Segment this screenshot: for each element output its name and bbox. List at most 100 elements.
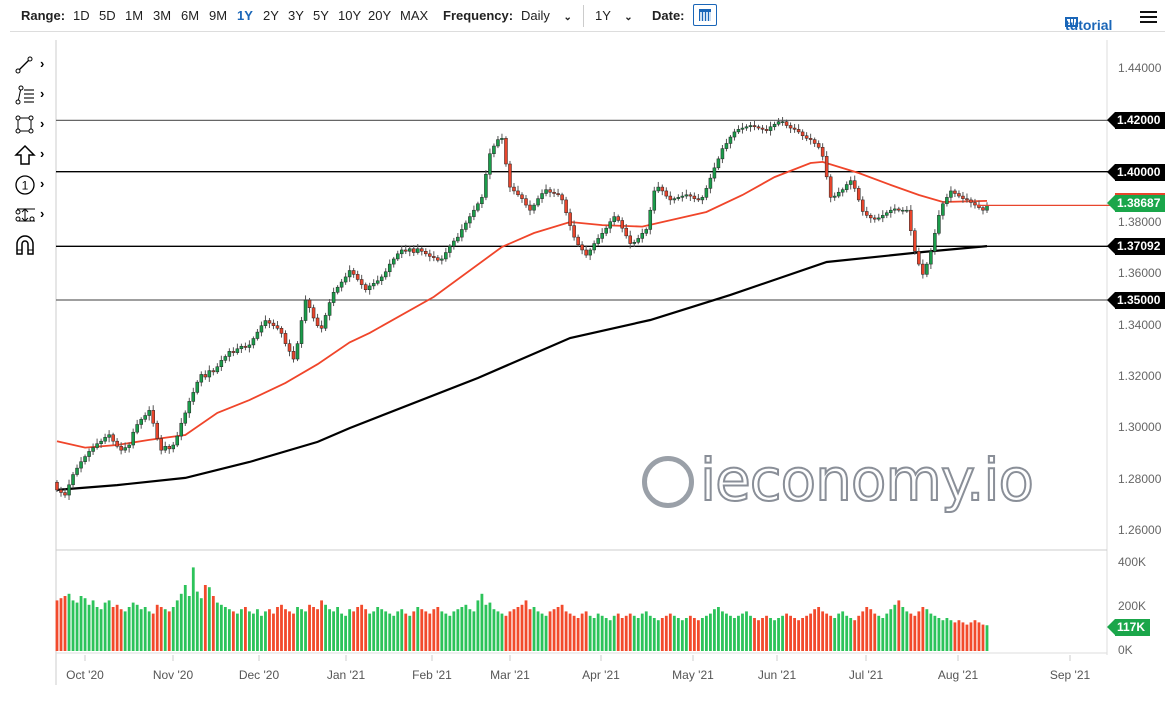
- fibonacci-tool[interactable]: ›: [14, 84, 54, 106]
- candle-body: [59, 489, 63, 493]
- arrow-tool[interactable]: ›: [14, 144, 54, 166]
- candle-body: [540, 193, 544, 199]
- line-tool[interactable]: ›: [14, 54, 54, 76]
- candle-body: [864, 211, 869, 216]
- candle-body: [223, 356, 228, 361]
- magnet-icon: [16, 235, 34, 255]
- range-1y[interactable]: 1Y: [237, 8, 253, 23]
- candle-body: [191, 392, 196, 402]
- fibonacci-tool-icon: [15, 85, 34, 105]
- candle-body: [961, 195, 965, 199]
- candle-body: [848, 180, 853, 185]
- candle-body: [428, 253, 432, 257]
- candle-body: [877, 217, 881, 220]
- volume-bar: [496, 611, 500, 651]
- range-6m[interactable]: 6M: [181, 8, 200, 23]
- candle-body: [808, 138, 813, 140]
- rectangle-tool[interactable]: ›: [14, 114, 54, 136]
- candle-body: [496, 139, 500, 147]
- candle-body: [87, 451, 91, 457]
- candle-body: [945, 197, 949, 205]
- range-2y[interactable]: 2Y: [263, 8, 279, 23]
- candle-body: [612, 216, 616, 222]
- volume-bar: [745, 611, 748, 651]
- candle-body: [375, 280, 380, 284]
- range-3m[interactable]: 3M: [153, 8, 172, 23]
- candle-body: [95, 443, 99, 448]
- range-3y[interactable]: 3Y: [288, 8, 304, 23]
- range-10y[interactable]: 10Y: [338, 8, 362, 23]
- volume-bar: [67, 593, 71, 651]
- volume-bar: [901, 607, 905, 651]
- candle-body: [536, 198, 540, 206]
- candle-body: [836, 191, 841, 197]
- volume-bar: [416, 607, 420, 651]
- range-1m[interactable]: 1M: [125, 8, 144, 23]
- marker-tool[interactable]: 1 ›: [14, 174, 54, 196]
- y-tick-label: 1.38000: [1118, 215, 1162, 230]
- candle-body: [804, 135, 809, 139]
- period-dropdown[interactable]: 1Y ⌄: [595, 8, 633, 23]
- volume-bar: [87, 604, 91, 651]
- magnet-tool[interactable]: [14, 234, 54, 256]
- volume-bar: [700, 618, 704, 651]
- volume-bar: [207, 587, 211, 651]
- candle-body: [528, 204, 532, 211]
- range-1d[interactable]: 1D: [73, 8, 90, 23]
- candle-body: [684, 194, 689, 197]
- volume-bar: [376, 607, 380, 651]
- candle-body: [367, 285, 372, 290]
- volume-bar: [352, 611, 356, 651]
- candle-body: [816, 143, 821, 148]
- candle-body: [828, 176, 833, 198]
- volume-bar: [725, 613, 728, 651]
- candle-body: [885, 212, 889, 216]
- volume-bar: [680, 620, 684, 651]
- candle-body: [957, 193, 961, 197]
- volume-bar: [853, 620, 857, 651]
- volume-bar: [119, 609, 123, 651]
- candle-body: [327, 302, 332, 316]
- candle-body: [913, 230, 917, 252]
- volume-bar: [769, 618, 772, 651]
- range-5y[interactable]: 5Y: [313, 8, 329, 23]
- candle-body: [452, 240, 456, 247]
- date-picker-button[interactable]: [693, 4, 717, 26]
- volume-bar: [356, 607, 360, 651]
- candle-body: [355, 274, 360, 280]
- volume-bar: [348, 609, 352, 651]
- volume-bar: [973, 620, 977, 651]
- volume-bar: [63, 596, 67, 651]
- volume-bar: [412, 611, 416, 651]
- candle-body: [588, 249, 592, 256]
- range-5d[interactable]: 5D: [99, 8, 116, 23]
- range-20y[interactable]: 20Y: [368, 8, 392, 23]
- volume-bar: [456, 609, 460, 651]
- volume-bar: [135, 604, 139, 651]
- volume-bar: [717, 607, 720, 651]
- volume-bar: [580, 613, 584, 651]
- x-tick-label: Jan '21: [326, 668, 366, 682]
- candle-body: [981, 207, 985, 211]
- candle-body: [584, 249, 588, 256]
- volume-bar: [256, 609, 259, 651]
- y-tick-label: 1.26000: [1118, 523, 1162, 537]
- chevron-right-icon: ›: [40, 56, 45, 71]
- candle-body: [973, 202, 977, 206]
- volume-bar: [59, 598, 63, 651]
- volume-bar: [155, 604, 159, 651]
- range-max[interactable]: MAX: [400, 8, 429, 23]
- menu-icon[interactable]: [1140, 11, 1157, 23]
- candle-body: [488, 153, 492, 175]
- candle-body: [800, 131, 805, 137]
- range-9m[interactable]: 9M: [209, 8, 228, 23]
- candle-body: [893, 208, 897, 211]
- volume-bar: [845, 615, 849, 651]
- candle-body: [468, 216, 472, 224]
- frequency-dropdown[interactable]: Daily ⌄: [521, 8, 572, 23]
- volume-bar: [300, 609, 303, 651]
- volume-bar: [969, 622, 973, 651]
- candle-body: [796, 129, 801, 133]
- measure-tool[interactable]: ›: [14, 204, 54, 226]
